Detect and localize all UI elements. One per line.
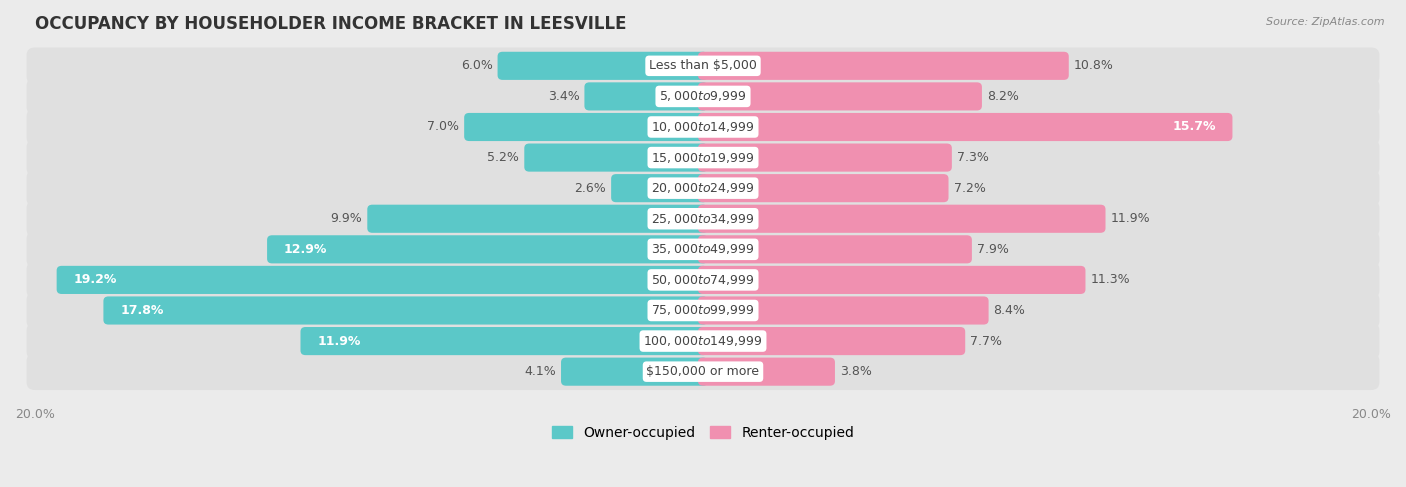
Text: 3.8%: 3.8% — [839, 365, 872, 378]
FancyBboxPatch shape — [27, 292, 1379, 329]
Text: $50,000 to $74,999: $50,000 to $74,999 — [651, 273, 755, 287]
Text: 5.2%: 5.2% — [488, 151, 519, 164]
Text: 10.8%: 10.8% — [1074, 59, 1114, 73]
FancyBboxPatch shape — [498, 52, 709, 80]
FancyBboxPatch shape — [464, 113, 709, 141]
FancyBboxPatch shape — [697, 144, 952, 171]
FancyBboxPatch shape — [56, 266, 709, 294]
Text: 11.3%: 11.3% — [1091, 273, 1130, 286]
Text: 7.2%: 7.2% — [953, 182, 986, 195]
FancyBboxPatch shape — [697, 113, 1233, 141]
Text: 11.9%: 11.9% — [1111, 212, 1150, 225]
Text: 7.3%: 7.3% — [957, 151, 988, 164]
Text: 11.9%: 11.9% — [318, 335, 360, 348]
Text: $5,000 to $9,999: $5,000 to $9,999 — [659, 90, 747, 103]
Text: Source: ZipAtlas.com: Source: ZipAtlas.com — [1267, 17, 1385, 27]
Text: Less than $5,000: Less than $5,000 — [650, 59, 756, 73]
FancyBboxPatch shape — [27, 323, 1379, 359]
FancyBboxPatch shape — [367, 205, 709, 233]
FancyBboxPatch shape — [697, 205, 1105, 233]
Text: 9.9%: 9.9% — [330, 212, 363, 225]
FancyBboxPatch shape — [27, 353, 1379, 390]
Text: 4.1%: 4.1% — [524, 365, 555, 378]
FancyBboxPatch shape — [27, 200, 1379, 237]
Text: 6.0%: 6.0% — [461, 59, 492, 73]
FancyBboxPatch shape — [27, 78, 1379, 115]
FancyBboxPatch shape — [697, 357, 835, 386]
Text: 15.7%: 15.7% — [1173, 120, 1216, 133]
FancyBboxPatch shape — [697, 327, 965, 355]
Text: 7.7%: 7.7% — [970, 335, 1002, 348]
Text: $75,000 to $99,999: $75,000 to $99,999 — [651, 303, 755, 318]
FancyBboxPatch shape — [301, 327, 709, 355]
FancyBboxPatch shape — [27, 47, 1379, 84]
FancyBboxPatch shape — [697, 266, 1085, 294]
Text: 7.0%: 7.0% — [427, 120, 460, 133]
Text: 7.9%: 7.9% — [977, 243, 1008, 256]
Text: 12.9%: 12.9% — [284, 243, 328, 256]
Text: $10,000 to $14,999: $10,000 to $14,999 — [651, 120, 755, 134]
FancyBboxPatch shape — [267, 235, 709, 263]
Text: $35,000 to $49,999: $35,000 to $49,999 — [651, 243, 755, 256]
FancyBboxPatch shape — [524, 144, 709, 171]
FancyBboxPatch shape — [697, 82, 981, 111]
Text: 17.8%: 17.8% — [120, 304, 163, 317]
Text: 8.2%: 8.2% — [987, 90, 1019, 103]
Text: 8.4%: 8.4% — [994, 304, 1025, 317]
FancyBboxPatch shape — [585, 82, 709, 111]
FancyBboxPatch shape — [27, 170, 1379, 206]
FancyBboxPatch shape — [697, 297, 988, 324]
FancyBboxPatch shape — [27, 231, 1379, 268]
Text: $25,000 to $34,999: $25,000 to $34,999 — [651, 212, 755, 226]
Text: 19.2%: 19.2% — [73, 273, 117, 286]
Text: OCCUPANCY BY HOUSEHOLDER INCOME BRACKET IN LEESVILLE: OCCUPANCY BY HOUSEHOLDER INCOME BRACKET … — [35, 15, 627, 33]
FancyBboxPatch shape — [612, 174, 709, 202]
FancyBboxPatch shape — [27, 139, 1379, 176]
FancyBboxPatch shape — [561, 357, 709, 386]
Text: $15,000 to $19,999: $15,000 to $19,999 — [651, 150, 755, 165]
Text: 2.6%: 2.6% — [575, 182, 606, 195]
FancyBboxPatch shape — [27, 262, 1379, 298]
Text: 3.4%: 3.4% — [548, 90, 579, 103]
FancyBboxPatch shape — [697, 52, 1069, 80]
Text: $100,000 to $149,999: $100,000 to $149,999 — [644, 334, 762, 348]
FancyBboxPatch shape — [27, 109, 1379, 145]
Text: $20,000 to $24,999: $20,000 to $24,999 — [651, 181, 755, 195]
FancyBboxPatch shape — [104, 297, 709, 324]
Legend: Owner-occupied, Renter-occupied: Owner-occupied, Renter-occupied — [547, 422, 859, 444]
FancyBboxPatch shape — [697, 235, 972, 263]
FancyBboxPatch shape — [697, 174, 949, 202]
Text: $150,000 or more: $150,000 or more — [647, 365, 759, 378]
